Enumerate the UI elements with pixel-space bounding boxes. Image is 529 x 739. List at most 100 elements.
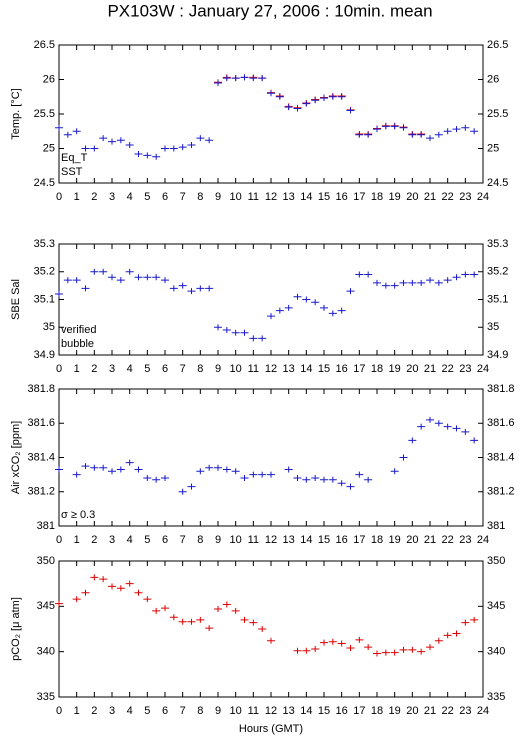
data-point (408, 131, 417, 138)
data-point (426, 135, 434, 142)
data-point (196, 468, 205, 475)
data-point (231, 607, 240, 614)
x-tick-label: 18 (371, 191, 383, 203)
data-point (390, 468, 399, 475)
data-point (214, 324, 222, 331)
data-point (258, 75, 267, 82)
x-tick-label: 0 (56, 534, 62, 546)
x-tick-label: 7 (180, 363, 186, 375)
x-tick-label: 6 (162, 363, 168, 375)
data-point (381, 649, 390, 656)
data-point (328, 638, 337, 645)
data-point (434, 131, 443, 138)
data-point (63, 131, 72, 138)
data-point (81, 145, 90, 152)
data-point (417, 279, 426, 286)
x-tick-label: 23 (459, 705, 471, 717)
x-tick-label: 18 (371, 705, 383, 717)
x-tick-label: 1 (74, 363, 80, 375)
data-point (125, 268, 134, 275)
x-tick-label: 24 (477, 191, 489, 203)
x-tick-label: 15 (318, 191, 330, 203)
data-point (125, 459, 134, 466)
y-tick-label: 35.2 (487, 266, 508, 278)
data-point (355, 131, 364, 138)
x-tick-label: 6 (162, 534, 168, 546)
data-point (337, 640, 346, 647)
data-point (390, 123, 399, 130)
x-tick-label: 21 (424, 363, 436, 375)
data-point (152, 607, 161, 614)
y-tick-label: 26.5 (34, 39, 55, 51)
y-tick-label: 35.3 (487, 238, 508, 250)
data-point (134, 151, 143, 158)
data-point (134, 589, 143, 596)
data-point (81, 463, 90, 470)
data-point (81, 589, 90, 596)
y-tick-label: 25.5 (487, 108, 508, 120)
data-point (169, 145, 178, 152)
data-point (205, 625, 214, 632)
legend-entry: σ ≥ 0.3 (61, 509, 95, 521)
data-point (355, 471, 364, 478)
data-point (284, 104, 293, 111)
data-point (373, 279, 381, 286)
y-tick-label: 381.4 (487, 451, 515, 463)
y-tick-label: 381 (37, 520, 55, 532)
data-point (443, 277, 452, 284)
y-tick-label: 381.2 (27, 486, 55, 498)
data-point (55, 466, 63, 473)
data-point (222, 327, 231, 334)
data-point (311, 475, 320, 482)
data-point (196, 135, 205, 142)
data-point (302, 296, 311, 303)
data-point (72, 596, 81, 603)
x-tick-label: 7 (180, 534, 186, 546)
data-point (108, 583, 116, 590)
data-point (426, 644, 434, 651)
x-tick-label: 12 (265, 363, 277, 375)
x-tick-label: 7 (180, 705, 186, 717)
data-point (373, 650, 381, 657)
x-tick-label: 1 (74, 534, 80, 546)
data-point (328, 310, 337, 317)
x-tick-label: 17 (353, 363, 365, 375)
y-tick-label: 381.6 (487, 417, 515, 429)
data-point (161, 145, 169, 152)
x-tick-label: 9 (215, 705, 221, 717)
y-tick-label: 35.3 (34, 238, 55, 250)
x-tick-label: 10 (230, 191, 242, 203)
data-point (108, 274, 116, 281)
x-tick-label: 20 (406, 191, 418, 203)
x-tick-label: 22 (442, 534, 454, 546)
x-tick-label: 23 (459, 534, 471, 546)
data-point (355, 271, 364, 278)
x-tick-label: 5 (144, 191, 150, 203)
y-tick-label: 381.4 (27, 451, 55, 463)
data-point (196, 285, 205, 292)
x-tick-label: 4 (127, 191, 133, 203)
y-tick-label: 26 (487, 73, 499, 85)
data-point (240, 616, 249, 623)
data-point (284, 466, 293, 473)
y-axis-label: SBE Sal (10, 279, 22, 320)
data-point (426, 277, 434, 284)
data-point (161, 605, 169, 612)
x-tick-label: 21 (424, 705, 436, 717)
x-tick-label: 8 (197, 534, 203, 546)
y-tick-label: 381.8 (487, 383, 515, 395)
x-tick-label: 13 (283, 534, 295, 546)
x-tick-label: 10 (230, 363, 242, 375)
x-tick-label: 22 (442, 705, 454, 717)
data-point (161, 277, 169, 284)
data-point (364, 271, 373, 278)
chart-title: PX103W : January 27, 2006 : 10min. mean (107, 1, 432, 20)
plot-frame (58, 44, 484, 184)
data-point (346, 645, 355, 652)
data-point (364, 644, 373, 651)
data-point (390, 282, 399, 289)
x-tick-label: 14 (300, 363, 312, 375)
data-point (134, 274, 143, 281)
data-point (293, 105, 302, 112)
data-point (337, 307, 346, 314)
